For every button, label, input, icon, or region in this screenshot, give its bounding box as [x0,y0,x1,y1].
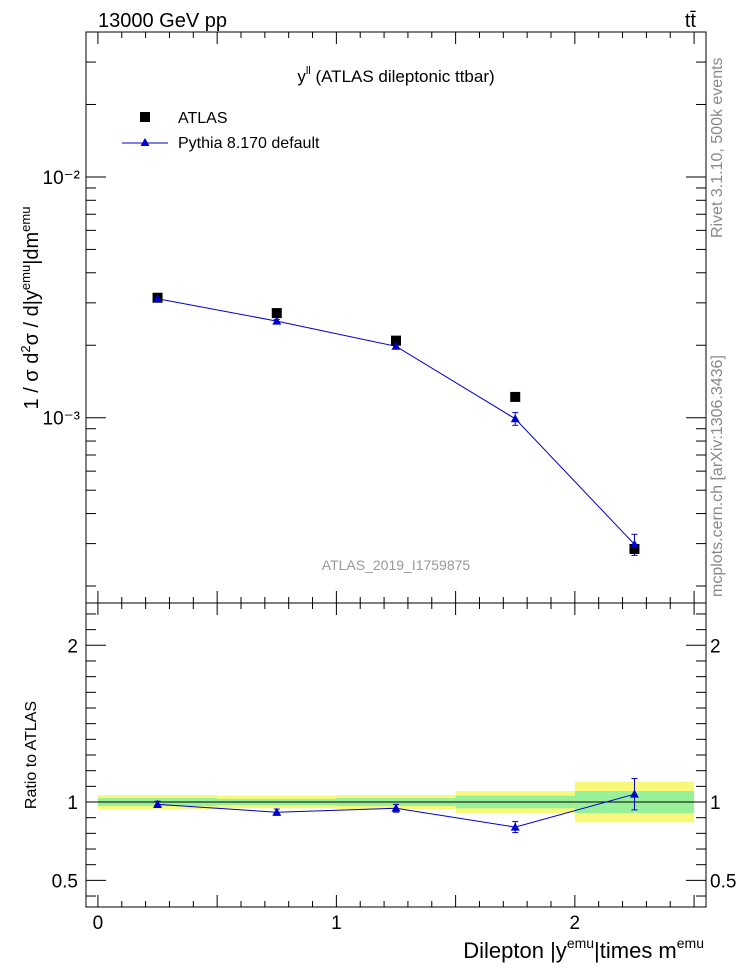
main-y-tick-label: 10⁻² [43,168,81,189]
legend: ATLAS Pythia 8.170 default [122,110,320,152]
mcplots-label: mcplots.cern.ch [arXiv:1306.3436] [709,355,726,597]
ratio-panel: 0.5 0.5 1 1 2 2 0 1 2 Ratio to ATLAS Dilepton |y… [23,602,736,963]
ratio-frame [85,602,707,908]
header-process-label: tt̄ [685,10,697,32]
ratio-y-tick-label-left: 2 [67,636,78,657]
rivet-version-label: Rivet 3.1.10, 500k events [709,57,726,238]
ratio-y-tick-label-left: 0.5 [52,871,78,892]
main-panel: 10⁻³ 10⁻² yll (ATLAS dileptonic ttbar) 1 … [18,31,707,604]
ratio-y-tick-label-right: 0.5 [710,871,736,892]
legend-pythia-marker [140,138,150,146]
atlas-data-point [271,308,282,319]
ratio-data-marks [153,778,639,834]
x-tick-label: 1 [331,913,342,934]
pythia-data-point [153,294,163,303]
main-y-tick-label: 10⁻³ [43,409,81,430]
main-title: yll (ATLAS dileptonic ttbar) [297,65,494,86]
atlas-data-point [629,543,640,554]
main-ticks: 10⁻³ 10⁻² [43,31,706,603]
ratio-data-point [510,822,520,831]
atlas-data-point [391,335,401,346]
pythia-data-point [510,414,520,423]
x-tick-label: 2 [570,913,581,934]
ratio-y-tick-label-right: 2 [710,636,721,657]
ratio-y-tick-label-left: 1 [67,793,78,814]
pythia-line [157,298,635,545]
x-axis-label: Dilepton |yemu|times memu [463,935,704,963]
main-data-marks [152,292,640,556]
header-energy-label: 13000 GeV pp [98,10,227,32]
pythia-data-point [272,316,282,325]
x-tick-label: 0 [93,913,104,934]
legend-atlas-marker [140,112,150,122]
ratio-data-point [153,799,163,808]
pythia-data-point [391,341,401,350]
ratio-y-axis-label: Ratio to ATLAS [23,701,40,809]
ratio-data-point [629,789,639,798]
legend-pythia-label: Pythia 8.170 default [178,135,320,152]
ratio-data-point [272,807,282,816]
pythia-data-point [629,539,639,548]
legend-atlas-label: ATLAS [178,110,228,127]
analysis-watermark: ATLAS_2019_I1759875 [322,557,471,573]
atlas-data-point [510,391,521,402]
main-y-axis-label: 1 / σ d2σ / d|yemu|dmemu [18,207,43,410]
ratio-y-tick-label-right: 1 [710,793,721,814]
ratio-data-point [391,803,401,812]
ratio-ticks: 0.5 0.5 1 1 2 2 0 1 2 [52,603,736,934]
